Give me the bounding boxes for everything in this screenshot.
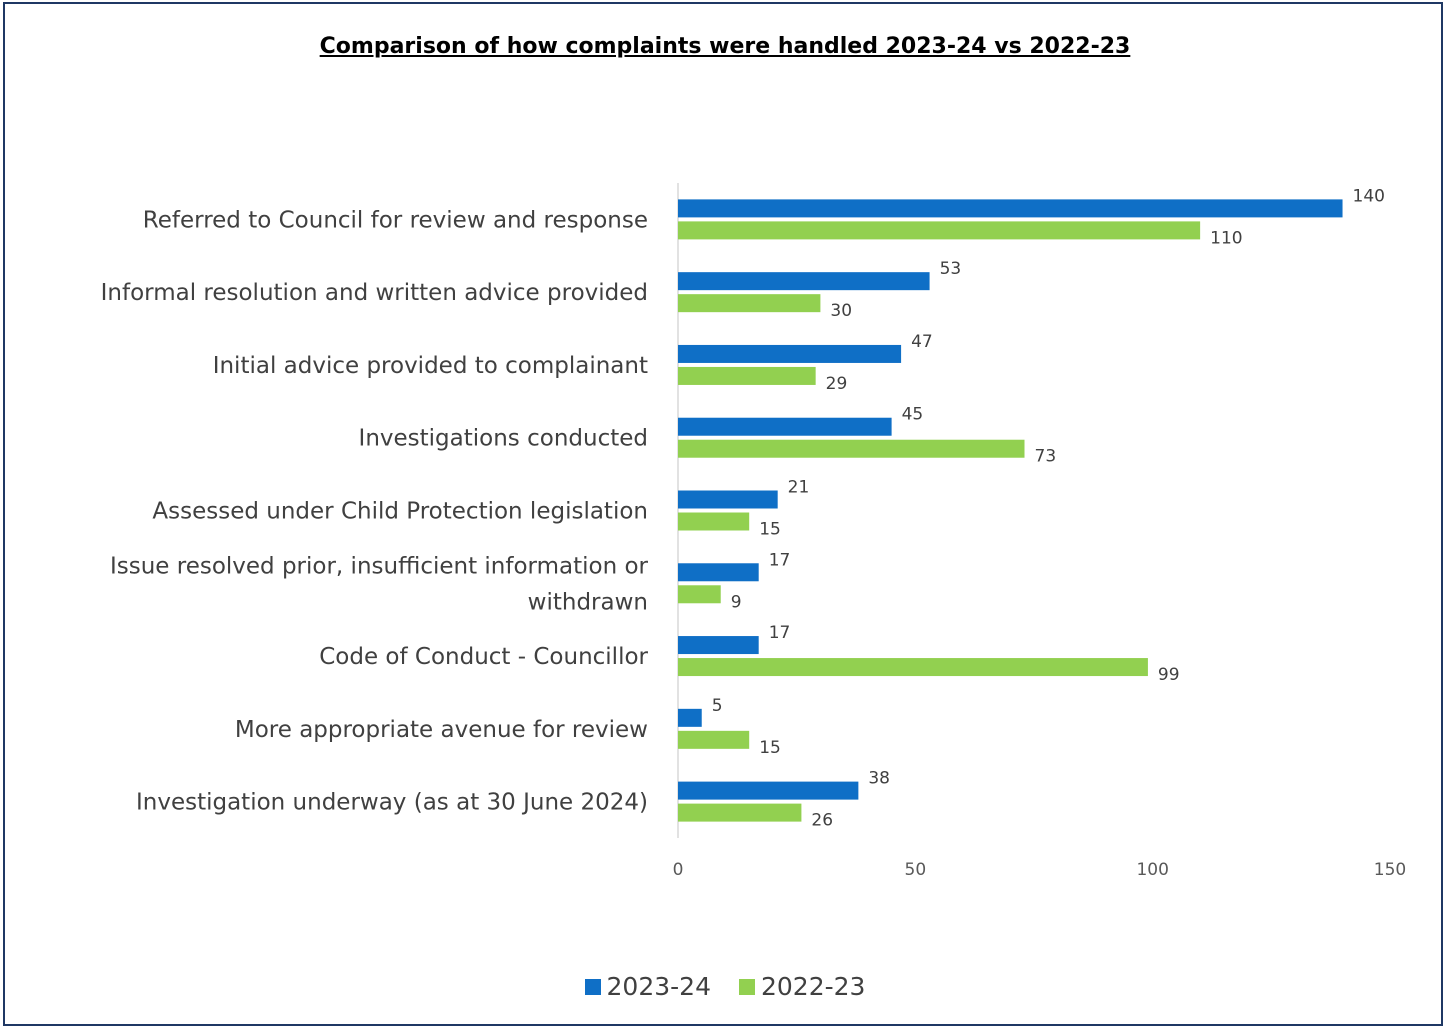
value-label: 53	[940, 259, 962, 279]
bar-2023-24	[678, 199, 1343, 218]
bar-2022-23	[678, 730, 750, 749]
legend-item-series-0: 2023-24	[584, 972, 711, 1001]
value-label: 45	[902, 405, 924, 425]
value-label: 17	[769, 623, 791, 643]
x-tick-label: 50	[905, 860, 927, 880]
x-tick-label: 150	[1374, 860, 1406, 880]
value-labels: 140 110 53 30 47 29 45 73 21 15 17 9 17 99 5 15 38 26	[712, 186, 1385, 830]
bar-2022-23	[678, 366, 816, 385]
bar-2023-24	[678, 563, 759, 582]
category-label: Informal resolution and written advice p…	[101, 280, 648, 306]
bar-2023-24	[678, 708, 702, 727]
value-label: 15	[759, 520, 781, 540]
value-label: 110	[1210, 228, 1242, 248]
value-label: 47	[911, 332, 933, 352]
bar-2023-24	[678, 490, 778, 509]
bar-2022-23	[678, 585, 721, 604]
value-label: 99	[1158, 665, 1180, 685]
value-label: 26	[811, 811, 833, 831]
value-label: 30	[830, 301, 852, 321]
category-label: Investigation underway (as at 30 June 20…	[136, 790, 648, 816]
category-label: Investigations conducted	[359, 426, 648, 452]
bar-2022-23	[678, 512, 750, 531]
category-label: More appropriate avenue for review	[235, 717, 648, 743]
legend: 2023-24 2022-23	[0, 972, 1450, 1001]
legend-swatch-series-1	[739, 978, 755, 995]
category-label: Initial advice provided to complainant	[213, 353, 648, 379]
bar-2022-23	[678, 439, 1025, 458]
bar-2023-24	[678, 272, 930, 291]
category-label: Assessed under Child Protection legislat…	[152, 499, 648, 525]
value-label: 140	[1353, 186, 1385, 206]
bars	[678, 199, 1343, 822]
legend-label-series-1: 2022-23	[761, 972, 866, 1001]
value-label: 9	[731, 592, 742, 612]
bar-2023-24	[678, 417, 892, 436]
x-tick-label: 0	[673, 860, 684, 880]
legend-label-series-0: 2023-24	[606, 972, 711, 1001]
value-label: 17	[769, 550, 791, 570]
category-label: Referred to Council for review and respo…	[143, 207, 648, 233]
value-label: 15	[759, 738, 781, 758]
value-label: 38	[868, 769, 890, 789]
bar-2022-23	[678, 658, 1148, 677]
category-label: Issue resolved prior, insufficient infor…	[110, 553, 649, 615]
chart-title: Comparison of how complaints were handle…	[319, 34, 1131, 59]
bar-2023-24	[678, 636, 759, 655]
value-label: 5	[712, 696, 723, 716]
value-label: 73	[1035, 447, 1057, 467]
bar-2022-23	[678, 294, 821, 313]
category-label: Code of Conduct - Councillor	[319, 644, 648, 670]
x-tick-label: 100	[1136, 860, 1168, 880]
bar-2023-24	[678, 344, 902, 363]
legend-item-series-1: 2022-23	[739, 972, 865, 1001]
category-labels: Referred to Council for review and respo…	[101, 207, 649, 815]
bar-2023-24	[678, 781, 859, 800]
x-tick-labels: 0 50 100 150	[673, 860, 1407, 880]
value-label: 29	[826, 374, 848, 394]
bar-2022-23	[678, 803, 802, 822]
legend-swatch-series-0	[584, 978, 601, 995]
value-label: 21	[788, 478, 810, 498]
bar-2022-23	[678, 221, 1201, 240]
